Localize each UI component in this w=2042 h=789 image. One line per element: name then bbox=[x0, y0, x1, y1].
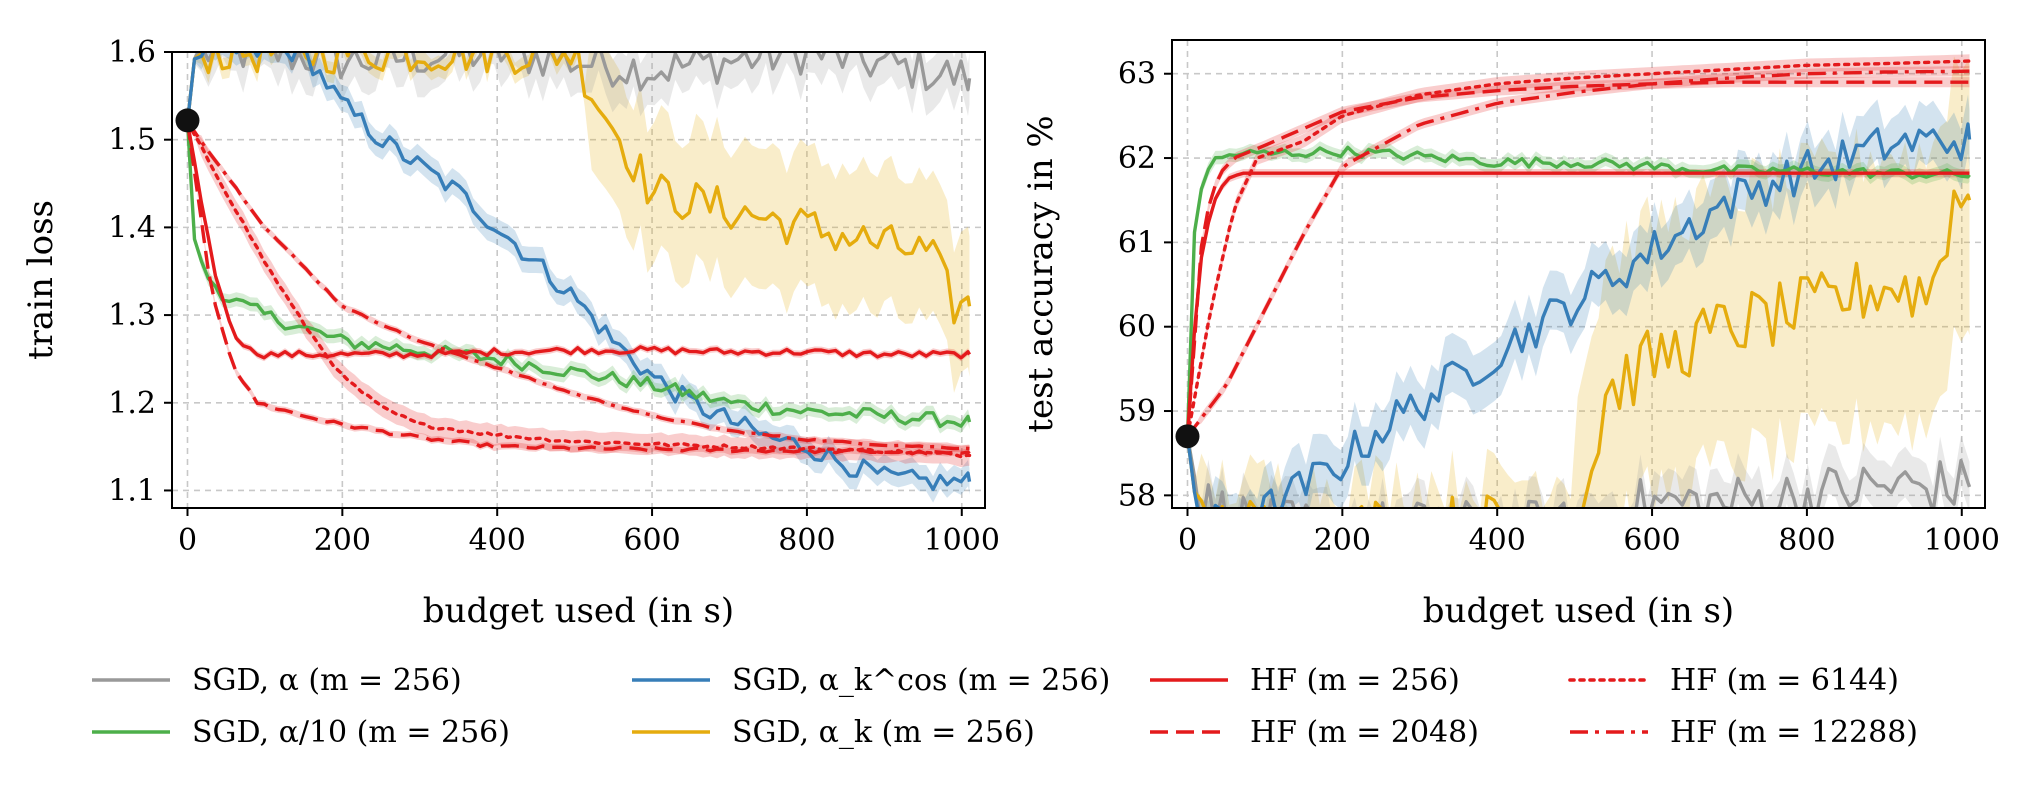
y-tick-label: 58 bbox=[1118, 478, 1156, 513]
series-line-6 bbox=[1185, 59, 1972, 438]
legend-item: SGD, α/10 (m = 256) bbox=[92, 715, 510, 750]
legend: SGD, α (m = 256) SGD, α/10 (m = 256) SGD, … bbox=[92, 663, 1918, 750]
y-tick-label: 63 bbox=[1118, 57, 1156, 92]
y-tick-label: 59 bbox=[1118, 394, 1156, 429]
plot-area bbox=[185, 52, 972, 503]
axes-frame bbox=[1171, 39, 1986, 509]
legend-label: SGD, α_k (m = 256) bbox=[732, 715, 1035, 750]
x-tick-label: 800 bbox=[1778, 523, 1835, 558]
x-tick-label: 600 bbox=[623, 523, 680, 558]
legend-label: HF (m = 2048) bbox=[1250, 715, 1479, 750]
y-tick-label: 1.2 bbox=[108, 386, 156, 421]
x-tick-label: 400 bbox=[1469, 523, 1526, 558]
train-loss-chart: 0 200 400 600 800 1000 1.1 1.2 1.3 1.4 1.5 1.6 budge… bbox=[21, 35, 1000, 631]
series-band-0 bbox=[1187, 431, 1970, 508]
legend-item: SGD, α (m = 256) bbox=[92, 663, 462, 698]
legend-item: HF (m = 6144) bbox=[1568, 663, 1899, 698]
series-line-5 bbox=[1185, 80, 1970, 437]
legend-item: HF (m = 256) bbox=[1150, 663, 1460, 698]
plot-area bbox=[1185, 54, 1972, 508]
series-line-2 bbox=[185, 52, 972, 492]
legend-item: SGD, α_k^cos (m = 256) bbox=[632, 663, 1110, 698]
x-tick-label: 800 bbox=[778, 523, 835, 558]
y-tick-label: 1.3 bbox=[108, 298, 156, 333]
series-line-1 bbox=[1185, 145, 1971, 437]
y-tick-label: 62 bbox=[1118, 141, 1156, 176]
legend-item: HF (m = 12288) bbox=[1570, 715, 1918, 750]
y-tick-label: 1.1 bbox=[108, 473, 156, 508]
axes-frame bbox=[171, 51, 986, 509]
series-line-7 bbox=[1186, 69, 1970, 438]
y-axis-label: train loss bbox=[21, 200, 61, 360]
x-tick-label: 200 bbox=[314, 523, 371, 558]
x-tick-label: 200 bbox=[1314, 523, 1371, 558]
series-line-7 bbox=[186, 121, 970, 451]
legend-item: HF (m = 2048) bbox=[1150, 715, 1479, 750]
y-tick-label: 61 bbox=[1118, 225, 1156, 260]
y-tick-label: 1.5 bbox=[108, 123, 156, 158]
series-line-0 bbox=[1185, 436, 1972, 508]
series-line-3 bbox=[185, 52, 972, 325]
x-tick-label: 1000 bbox=[1924, 523, 2000, 558]
y-tick-label: 1.6 bbox=[108, 35, 156, 70]
series-band-2 bbox=[1187, 94, 1970, 508]
series-band-3 bbox=[187, 52, 970, 393]
y-tick-label: 1.4 bbox=[108, 210, 156, 245]
x-axis-label: budget used (in s) bbox=[423, 591, 734, 631]
series-line-4 bbox=[185, 121, 971, 360]
x-axis-label: budget used (in s) bbox=[1423, 591, 1734, 631]
y-axis-label: test accuracy in % bbox=[1021, 115, 1061, 432]
start-point bbox=[1175, 424, 1200, 449]
legend-item: SGD, α_k (m = 256) bbox=[632, 715, 1035, 750]
test-accuracy-chart: 0 200 400 600 800 1000 58 59 60 61 62 63 budget used… bbox=[1021, 39, 2000, 631]
x-tick-label: 600 bbox=[1623, 523, 1680, 558]
x-tick-label: 0 bbox=[1178, 523, 1197, 558]
x-tick-label: 1000 bbox=[924, 523, 1000, 558]
series-line-3 bbox=[1185, 189, 1972, 508]
y-tick-label: 60 bbox=[1118, 310, 1156, 345]
series-band-3 bbox=[1187, 56, 1970, 508]
legend-label: SGD, α (m = 256) bbox=[192, 663, 462, 698]
legend-label: SGD, α_k^cos (m = 256) bbox=[732, 663, 1110, 698]
legend-label: HF (m = 12288) bbox=[1670, 715, 1918, 750]
x-tick-label: 400 bbox=[469, 523, 526, 558]
legend-label: HF (m = 256) bbox=[1250, 663, 1460, 698]
series-line-1 bbox=[185, 122, 972, 429]
series-band-0 bbox=[187, 52, 970, 128]
series-line-5 bbox=[185, 121, 971, 456]
legend-label: HF (m = 6144) bbox=[1670, 663, 1899, 698]
legend-label: SGD, α/10 (m = 256) bbox=[192, 715, 510, 750]
x-tick-label: 0 bbox=[178, 523, 197, 558]
series-line-4 bbox=[1185, 171, 1970, 437]
series-line-2 bbox=[1185, 122, 1972, 508]
start-point bbox=[175, 108, 200, 133]
